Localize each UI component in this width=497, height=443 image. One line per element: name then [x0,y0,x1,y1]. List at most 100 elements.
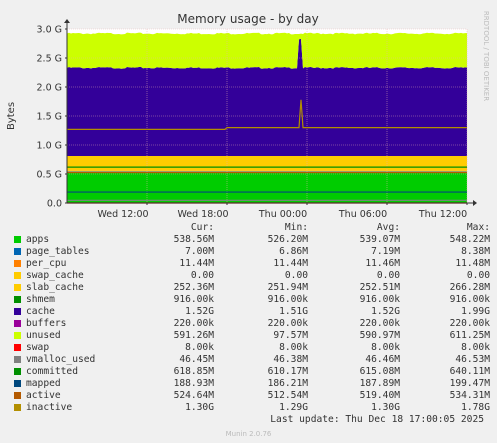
legend-row-active: active 524.64M 512.54M 519.40M 534.31M [14,390,490,402]
legend-name: mapped [26,378,61,389]
legend-cur: 524.64M [173,390,214,401]
legend-max: 46.53M [455,354,490,365]
legend-cur: 1.30G [185,402,214,413]
chart-title: Memory usage - by day [177,12,318,26]
legend-swatch [14,236,21,243]
legend-avg: 1.52G [371,306,400,317]
legend-cur: 7.00M [185,246,214,257]
legend-swatch [14,356,21,363]
legend-row-swap-cache: swap_cache 0.00 0.00 0.00 0.00 [14,270,490,282]
area-slab-cache [67,156,467,171]
legend: Cur: Min: Avg: Max: apps 538.56M 526.20M 53… [14,222,490,414]
legend-row-inactive: inactive 1.30G 1.29G 1.30G 1.78G [14,402,490,414]
legend-cur: 618.85M [173,366,214,377]
y-tick-label: 2.0 G [37,83,63,94]
legend-max: 11.48M [455,258,490,269]
legend-name: unused [26,330,61,341]
legend-min: 526.20M [267,234,308,245]
y-tick-label: 0.5 G [37,170,63,181]
x-tick-label: Thu 00:00 [258,209,307,220]
legend-avg: 8.00k [371,342,400,353]
legend-min: 186.21M [267,378,308,389]
legend-name: inactive [26,402,73,413]
x-tick-label: Wed 12:00 [97,209,148,220]
legend-avg: 252.51M [359,282,400,293]
legend-avg: 187.89M [359,378,400,389]
area-apps [67,171,467,203]
area-per-cpu [67,170,467,172]
x-tick-label: Wed 18:00 [177,209,228,220]
legend-max: 640.11M [449,366,490,377]
legend-name: swap_cache [26,270,84,281]
rrdtool-watermark: RRDTOOL / TOBI OETIKER [482,11,490,101]
munin-version: Munin 2.0.76 [225,430,272,438]
legend-row-swap: swap 8.00k 8.00k 8.00k 8.00k [14,342,490,354]
legend-min: 610.17M [267,366,308,377]
legend-name: shmem [26,294,55,305]
area-cache [67,38,467,157]
legend-row-unused: unused 591.26M 97.57M 590.97M 611.25M [14,330,490,342]
legend-max: 8.00k [461,342,490,353]
legend-swatch [14,404,21,411]
legend-swatch [14,272,21,279]
y-tick-label: 3.0 G [37,25,63,36]
legend-cur: 0.00 [190,270,214,281]
legend-cur: 11.44M [179,258,214,269]
legend-header: Cur: Min: Avg: Max: [14,222,490,234]
legend-swatch [14,380,21,387]
legend-header-max: Max: [466,222,490,233]
legend-avg: 519.40M [359,390,400,401]
legend-swatch [14,308,21,315]
legend-header-cur: Cur: [190,222,214,233]
legend-min: 220.00k [267,318,308,329]
legend-avg: 916.00k [359,294,400,305]
legend-max: 534.31M [449,390,490,401]
legend-min: 97.57M [273,330,308,341]
legend-swatch [14,344,21,351]
y-tick-label: 1.0 G [37,141,63,152]
y-tick-label: 0.0 [47,199,62,210]
legend-cur: 8.00k [185,342,214,353]
memory-chart: 0.0 0.5 G 1.0 G 1.5 G 2.0 G 2.5 G 3.0 G Wed 12:… [6,11,490,220]
x-tick-label: Thu 06:00 [338,209,387,220]
legend-row-slab-cache: slab_cache 252.36M 251.94M 252.51M 266.28M [14,282,490,294]
legend-max: 548.22M [449,234,490,245]
legend-row-buffers: buffers 220.00k 220.00k 220.00k 220.00k [14,318,490,330]
legend-swatch [14,320,21,327]
legend-min: 251.94M [267,282,308,293]
legend-swatch [14,392,21,399]
legend-avg: 7.19M [371,246,400,257]
legend-swatch [14,248,21,255]
legend-swatch [14,368,21,375]
legend-max: 916.00k [449,294,490,305]
legend-name: slab_cache [26,282,84,293]
legend-swatch [14,332,21,339]
legend-avg: 590.97M [359,330,400,341]
legend-max: 1.78G [461,402,490,413]
legend-min: 46.38M [273,354,308,365]
last-update: Last update: Thu Dec 18 17:00:05 2025 [270,414,484,425]
legend-row-shmem: shmem 916.00k 916.00k 916.00k 916.00k [14,294,490,306]
legend-cur: 220.00k [173,318,214,329]
legend-header-min: Min: [284,222,308,233]
legend-row-mapped: mapped 188.93M 186.21M 187.89M 199.47M [14,378,490,390]
line-inactive [67,99,467,130]
legend-name: buffers [26,318,67,329]
legend-avg: 46.46M [365,354,400,365]
legend-row-committed: committed 618.85M 610.17M 615.08M 640.11M [14,366,490,378]
legend-min: 512.54M [267,390,308,401]
legend-cur: 1.52G [185,306,214,317]
legend-max: 8.38M [461,246,490,257]
legend-cur: 188.93M [173,378,214,389]
legend-name: active [26,390,61,401]
y-tick-label: 2.5 G [37,54,63,65]
legend-max: 611.25M [449,330,490,341]
legend-cur: 916.00k [173,294,214,305]
legend-name: swap [26,342,50,353]
legend-cur: 591.26M [173,330,214,341]
legend-swatch [14,260,21,267]
legend-max: 1.99G [461,306,490,317]
legend-row-cache: cache 1.52G 1.51G 1.52G 1.99G [14,306,490,318]
legend-min: 11.44M [273,258,308,269]
legend-max: 199.47M [449,378,490,389]
